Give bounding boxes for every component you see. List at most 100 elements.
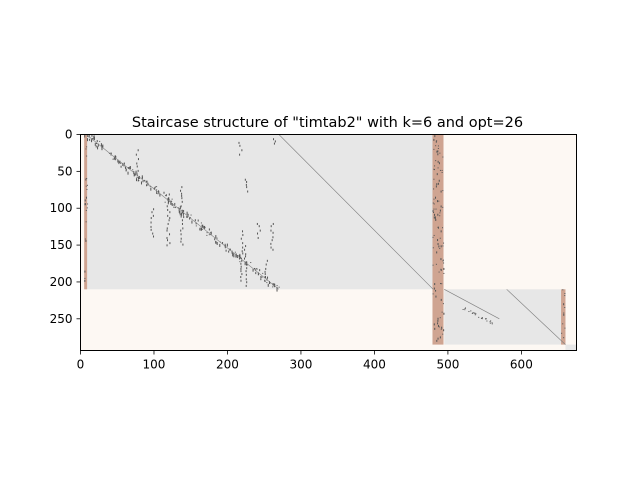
nonzero-mark [208,228,210,231]
nonzero-mark [173,205,175,207]
nonzero-mark [436,339,438,342]
nonzero-mark [167,198,169,202]
nonzero-mark [474,312,476,314]
nonzero-mark [273,138,275,141]
y-tick-label: 50 [57,164,72,178]
nonzero-mark [245,261,247,264]
nonzero-mark [441,311,443,313]
nonzero-mark [440,328,442,330]
nonzero-mark [123,165,125,167]
nonzero-mark [434,217,436,220]
nonzero-mark [562,323,564,325]
nonzero-mark [136,165,138,168]
nonzero-mark [253,267,255,269]
nonzero-mark [433,203,435,205]
nonzero-mark [436,150,438,153]
nonzero-mark [87,138,89,142]
nonzero-mark [440,205,442,208]
nonzero-mark [268,280,270,284]
nonzero-mark [195,225,197,227]
nonzero-mark [152,214,154,217]
nonzero-mark [169,211,171,214]
nonzero-mark [245,278,247,281]
nonzero-mark [473,312,475,314]
nonzero-mark [87,203,89,205]
nonzero-mark [243,257,245,260]
nonzero-mark [440,268,442,270]
block-2 [444,289,566,345]
nonzero-mark [435,290,437,292]
nonzero-mark [201,228,203,230]
nonzero-mark [256,268,258,270]
nonzero-mark [241,250,243,253]
nonzero-mark [167,214,169,217]
x-tick-label: 0 [77,358,85,372]
nonzero-mark [564,307,566,309]
nonzero-mark [433,216,435,219]
nonzero-mark [563,337,565,339]
nonzero-mark [118,161,120,165]
nonzero-mark [256,222,258,225]
nonzero-mark [264,280,266,282]
nonzero-mark [475,313,477,315]
nonzero-mark [168,219,170,222]
nonzero-mark [434,327,436,330]
nonzero-mark [432,210,434,213]
nonzero-mark [197,219,199,222]
nonzero-mark [437,324,439,327]
nonzero-mark [132,169,134,171]
nonzero-mark [434,165,436,167]
nonzero-mark [439,237,441,239]
nonzero-mark [110,152,112,154]
nonzero-mark [96,143,98,145]
nonzero-mark [437,145,439,147]
nonzero-mark [178,210,180,213]
block-1 [84,134,434,290]
nonzero-mark [174,207,176,209]
nonzero-mark [442,333,444,335]
nonzero-mark [209,232,211,234]
nonzero-mark [216,241,218,245]
nonzero-mark [441,169,443,171]
nonzero-mark [93,135,95,139]
nonzero-mark [564,295,566,297]
nonzero-mark [264,270,266,273]
x-tick-label: 200 [216,358,239,372]
nonzero-mark [150,187,152,191]
nonzero-mark [255,268,257,270]
nonzero-mark [438,179,440,182]
nonzero-mark [179,213,181,216]
nonzero-mark [92,138,94,141]
nonzero-mark [433,178,435,180]
nonzero-mark [434,283,436,286]
nonzero-mark [125,166,127,169]
nonzero-mark [153,235,155,238]
nonzero-mark [470,310,472,312]
nonzero-mark [478,316,480,318]
nonzero-mark [190,214,192,216]
nonzero-mark [114,158,116,161]
y-tick-label: 0 [65,128,73,142]
nonzero-mark [178,208,180,212]
nonzero-mark [437,317,439,320]
x-tick-label: 300 [289,358,312,372]
nonzero-mark [437,160,439,163]
nonzero-mark [114,157,116,159]
nonzero-mark [273,283,275,287]
nonzero-mark [85,185,87,187]
nonzero-mark [269,282,271,284]
nonzero-mark [239,144,241,147]
nonzero-mark [276,285,278,287]
nonzero-mark [437,167,439,169]
nonzero-mark [267,276,269,279]
nonzero-mark [210,231,212,235]
nonzero-mark [433,148,435,150]
nonzero-mark [189,217,191,220]
nonzero-mark [437,337,439,340]
nonzero-mark [561,332,563,334]
y-tick-label: 200 [50,275,73,289]
nonzero-mark [237,255,239,257]
nonzero-mark [433,208,435,210]
nonzero-mark [101,147,103,151]
nonzero-mark [102,144,104,148]
